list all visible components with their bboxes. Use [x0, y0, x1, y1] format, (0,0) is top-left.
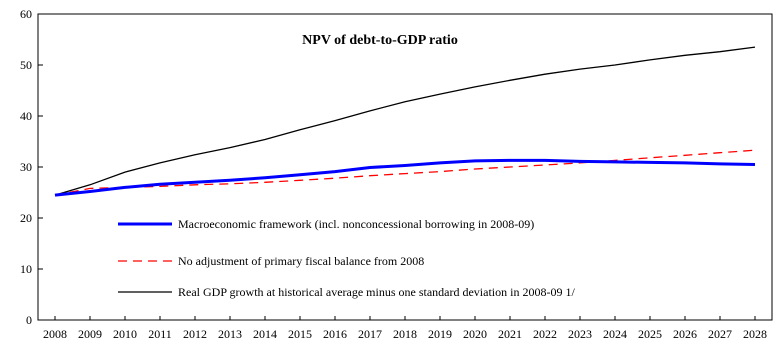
x-tick-label: 2019 [428, 327, 452, 341]
x-tick-label: 2009 [78, 327, 102, 341]
x-tick-label: 2028 [743, 327, 767, 341]
x-tick-label: 2012 [183, 327, 207, 341]
x-tick-label: 2020 [463, 327, 487, 341]
y-tick-label: 20 [20, 211, 32, 225]
chart-title: NPV of debt-to-GDP ratio [302, 33, 458, 48]
x-axis-ticks: 2008 2009 2010 2011 2012 2013 2014 2015 2016 2017… [43, 316, 767, 341]
y-tick-label: 30 [20, 160, 32, 174]
series-line-1 [54, 158, 756, 197]
series-line-3 [54, 46, 756, 196]
x-tick-label: 2024 [603, 327, 627, 341]
x-tick-label: 2011 [148, 327, 172, 341]
y-tick-label: 10 [20, 262, 32, 276]
x-tick-label: 2010 [113, 327, 137, 341]
legend-label-2: No adjustment of primary fiscal balance … [178, 254, 424, 268]
x-tick-label: 2021 [498, 327, 522, 341]
x-tick-label: 2018 [393, 327, 417, 341]
y-tick-label: 50 [20, 58, 32, 72]
legend-label-1: Macroeconomic framework (incl. nonconces… [178, 217, 534, 231]
y-tick-label: 0 [26, 313, 32, 327]
y-axis-ticks: 0 10 20 30 40 50 60 [20, 7, 43, 327]
series-lines [54, 46, 756, 197]
x-tick-label: 2013 [218, 327, 242, 341]
x-tick-label: 2015 [288, 327, 312, 341]
series-line-2 [54, 149, 756, 196]
x-tick-label: 2023 [568, 327, 592, 341]
legend-label-3: Real GDP growth at historical average mi… [178, 285, 575, 299]
y-tick-label: 60 [20, 7, 32, 21]
x-tick-label: 2022 [533, 327, 557, 341]
x-tick-label: 2027 [708, 327, 732, 341]
x-tick-label: 2026 [673, 327, 697, 341]
x-tick-label: 2017 [358, 327, 382, 341]
legend: Macroeconomic framework (incl. nonconces… [118, 217, 575, 299]
x-tick-label: 2016 [323, 327, 347, 341]
x-tick-label: 2025 [638, 327, 662, 341]
x-tick-label: 2014 [253, 327, 277, 341]
x-tick-label: 2008 [43, 327, 67, 341]
y-tick-label: 40 [20, 109, 32, 123]
